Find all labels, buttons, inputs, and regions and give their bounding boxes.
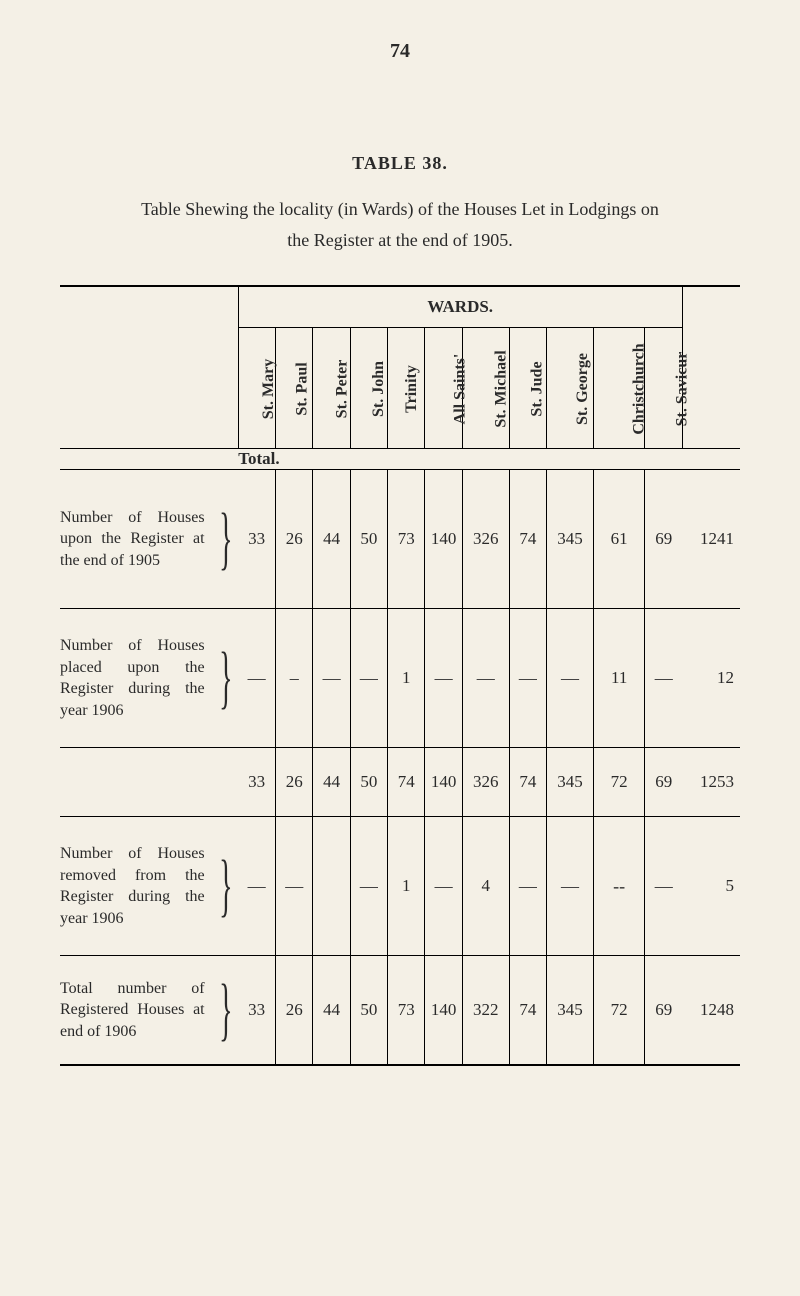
data-cell: 140 — [425, 956, 462, 1066]
row-description: Number of Houses placed upon the Registe… — [60, 609, 238, 748]
col-header: Christchurch — [594, 328, 645, 449]
row-description: Number of Houses upon the Register at th… — [60, 470, 238, 609]
wards-header: WARDS. — [238, 286, 682, 328]
data-cell: 74 — [509, 470, 546, 609]
data-cell: 72 — [594, 956, 645, 1066]
data-cell: 345 — [547, 470, 594, 609]
total-cell: 5 — [682, 817, 740, 956]
total-column-header: Total. — [238, 449, 275, 470]
row-description: Total number of Registered Houses at end… — [60, 956, 238, 1066]
data-cell: 69 — [645, 470, 683, 609]
data-cell: — — [645, 609, 683, 748]
data-cell: — — [238, 817, 275, 956]
data-cell: 72 — [594, 748, 645, 817]
data-cell: 50 — [350, 470, 387, 609]
col-header: St. Paul — [276, 328, 313, 449]
data-cell: — — [313, 609, 350, 748]
data-cell: 74 — [509, 748, 546, 817]
data-cell: — — [350, 609, 387, 748]
title-line-2: the Register at the end of 1905. — [287, 230, 512, 250]
data-cell: 50 — [350, 748, 387, 817]
col-header: St. Peter — [313, 328, 350, 449]
data-cell: 322 — [462, 956, 509, 1066]
data-cell: — — [547, 609, 594, 748]
data-cell: 73 — [388, 956, 425, 1066]
data-cell: 326 — [462, 470, 509, 609]
data-cell: 44 — [313, 748, 350, 817]
col-header: All Saints' — [425, 328, 462, 449]
data-cell: — — [238, 609, 275, 748]
data-cell: — — [645, 817, 683, 956]
table-title: Table Shewing the locality (in Wards) of… — [60, 194, 740, 255]
data-cell: 140 — [425, 470, 462, 609]
data-cell: 1 — [388, 609, 425, 748]
data-cell: — — [509, 817, 546, 956]
total-cell: 12 — [682, 609, 740, 748]
data-cell: — — [425, 817, 462, 956]
data-cell: 69 — [645, 748, 683, 817]
table-label: TABLE 38. — [60, 153, 740, 174]
data-cell: 74 — [509, 956, 546, 1066]
data-cell: 50 — [350, 956, 387, 1066]
row-description — [60, 748, 238, 817]
total-cell: 1253 — [682, 748, 740, 817]
data-cell: 345 — [547, 956, 594, 1066]
data-cell: 4 — [462, 817, 509, 956]
data-cell: — — [350, 817, 387, 956]
data-cell — [313, 817, 350, 956]
desc-header-blank — [60, 286, 238, 449]
data-cell: 74 — [388, 748, 425, 817]
total-cell: 1241 — [682, 470, 740, 609]
data-cell: 44 — [313, 956, 350, 1066]
data-cell: 326 — [462, 748, 509, 817]
data-cell: 140 — [425, 748, 462, 817]
data-cell: 73 — [388, 470, 425, 609]
row-description: Number of Houses removed from the Regist… — [60, 817, 238, 956]
data-cell: 26 — [276, 956, 313, 1066]
table-row: Number of Houses placed upon the Registe… — [60, 609, 740, 748]
data-cell: 33 — [238, 748, 275, 817]
total-cell: 1248 — [682, 956, 740, 1066]
page: 74 TABLE 38. Table Shewing the locality … — [0, 0, 800, 1126]
data-cell: 69 — [645, 956, 683, 1066]
data-cell: 26 — [276, 470, 313, 609]
col-header: St. Mary — [238, 328, 275, 449]
table-row: Number of Houses upon the Register at th… — [60, 470, 740, 609]
table-row-total: Total number of Registered Houses at end… — [60, 956, 740, 1066]
data-cell: -- — [594, 817, 645, 956]
desc-header-blank2 — [60, 449, 238, 470]
data-cell: 1 — [388, 817, 425, 956]
data-cell: — — [547, 817, 594, 956]
data-cell: 26 — [276, 748, 313, 817]
data-cell: — — [276, 817, 313, 956]
data-cell: 11 — [594, 609, 645, 748]
data-table: WARDS. St. Mary St. Paul St. Peter St. J… — [60, 285, 740, 1066]
data-cell: — — [425, 609, 462, 748]
page-number: 74 — [60, 40, 740, 63]
title-line-1: Table Shewing the locality (in Wards) of… — [141, 199, 659, 219]
col-header: Trinity — [388, 328, 425, 449]
data-cell: 33 — [238, 470, 275, 609]
col-header: St. Jude — [509, 328, 546, 449]
table-row-subtotal: 33 26 44 50 74 140 326 74 345 72 69 1253 — [60, 748, 740, 817]
data-cell: — — [462, 609, 509, 748]
table-row: Number of Houses removed from the Regist… — [60, 817, 740, 956]
data-cell: 345 — [547, 748, 594, 817]
data-cell: 61 — [594, 470, 645, 609]
data-cell: 44 — [313, 470, 350, 609]
data-cell: — — [509, 609, 546, 748]
col-header: St. George — [547, 328, 594, 449]
data-cell: – — [276, 609, 313, 748]
data-cell: 33 — [238, 956, 275, 1066]
col-header: St. Savicur — [645, 328, 683, 449]
col-header: St. John — [350, 328, 387, 449]
